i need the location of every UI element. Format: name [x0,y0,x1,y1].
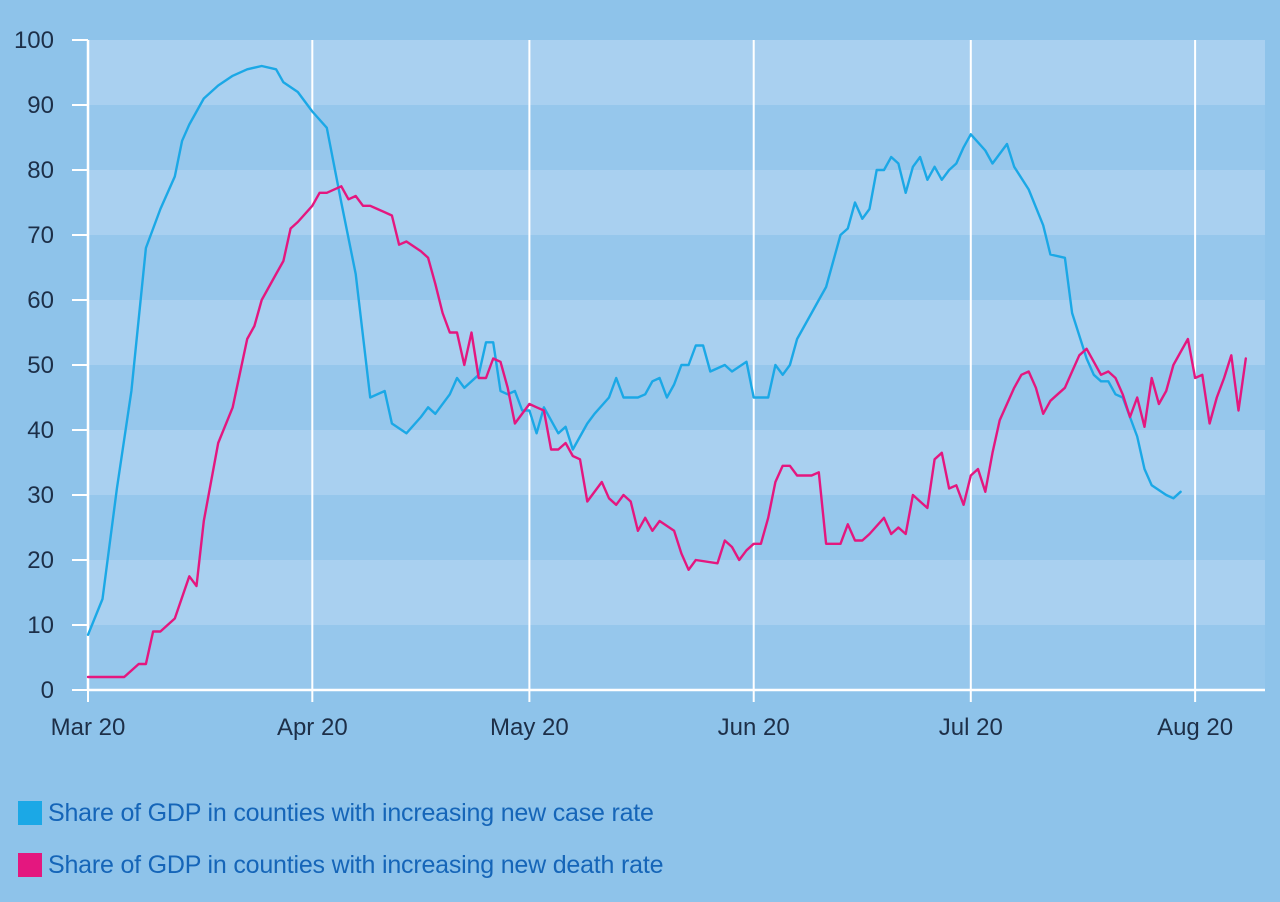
band-0 [88,625,1265,690]
legend-label-death-rate: Share of GDP in counties with increasing… [48,850,664,879]
band-3 [88,430,1265,495]
band-8 [88,105,1265,170]
band-5 [88,300,1265,365]
y-tick-label-90: 90 [27,92,54,119]
line-chart: 0 10 20 30 40 50 60 70 80 90 100 Mar 20 Apr 20 May 2… [14,27,1265,741]
vertical-gridlines [311,40,1197,690]
y-tick-label-40: 40 [27,417,54,444]
y-tick-label-10: 10 [27,612,54,639]
band-7 [88,170,1265,235]
y-tick-label-30: 30 [27,482,54,509]
y-tick-label-20: 20 [27,547,54,574]
y-tick-label-100: 100 [14,27,54,54]
x-tick-label-2: May 20 [490,714,569,741]
y-tick-label-80: 80 [27,157,54,184]
background-bands [88,40,1265,690]
y-tick-label-50: 50 [27,352,54,379]
chart-svg: 0 10 20 30 40 50 60 70 80 90 100 Mar 20 Apr 20 May 2… [14,27,1265,741]
x-tick-label-5: Aug 20 [1157,714,1233,741]
series-line-0 [86,64,1182,636]
band-1 [88,560,1265,625]
band-9 [88,40,1265,105]
band-2 [88,495,1265,560]
x-tick-label-1: Apr 20 [277,714,348,741]
legend-item-death-rate: Share of GDP in counties with increasing… [18,850,663,880]
legend-swatch-death-rate [18,853,42,877]
x-tick-label-4: Jul 20 [939,714,1003,741]
band-6 [88,235,1265,300]
y-tick-label-70: 70 [27,222,54,249]
x-tick-label-0: Mar 20 [51,714,126,741]
x-tick-labels: Mar 20 Apr 20 May 20 Jun 20 Jul 20 Aug 20 [51,690,1233,741]
y-tick-label-0: 0 [41,677,54,704]
series-lines [86,64,1248,679]
legend-item-case-rate: Share of GDP in counties with increasing… [18,798,663,828]
y-tick-label-60: 60 [27,287,54,314]
legend-swatch-case-rate [18,801,42,825]
y-tick-labels: 0 10 20 30 40 50 60 70 80 90 100 [14,27,88,704]
series-line-1 [86,185,1248,679]
legend: Share of GDP in counties with increasing… [18,798,663,902]
x-tick-label-3: Jun 20 [718,714,790,741]
legend-label-case-rate: Share of GDP in counties with increasing… [48,798,654,827]
